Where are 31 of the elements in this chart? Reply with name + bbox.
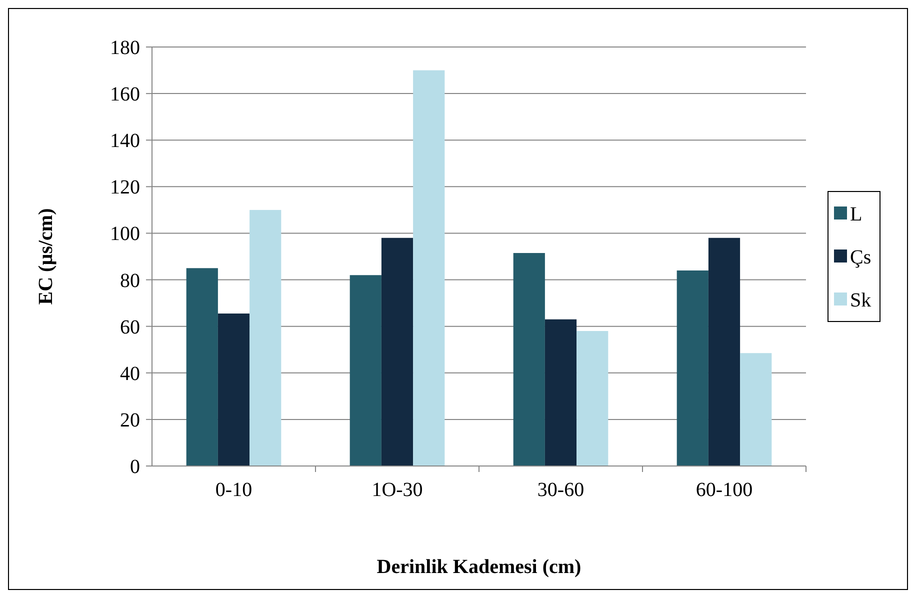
bar xyxy=(576,330,608,466)
y-tick-label: 100 xyxy=(110,223,140,246)
x-tick-label: 1O-30 xyxy=(372,479,423,501)
legend-label: L xyxy=(850,204,862,226)
y-tick-label: 40 xyxy=(120,362,140,385)
bar xyxy=(350,275,382,466)
x-tick-label: 0-10 xyxy=(215,479,252,501)
bar xyxy=(186,268,218,466)
x-tick-label: 60-100 xyxy=(696,479,753,501)
bar xyxy=(413,70,445,466)
x-axis-title: Derinlik Kademesi (cm) xyxy=(376,556,582,578)
y-tick-label: 140 xyxy=(110,130,140,152)
bar xyxy=(250,210,282,466)
y-tick-label: 120 xyxy=(110,176,140,199)
bar xyxy=(544,319,577,466)
y-tick-label: 180 xyxy=(110,37,140,59)
bar xyxy=(740,353,772,466)
y-tick-label: 80 xyxy=(120,270,140,292)
y-tick-label: 160 xyxy=(110,84,140,106)
y-tick-label: 0 xyxy=(130,456,140,478)
legend-label: Sk xyxy=(850,290,872,312)
bar xyxy=(381,238,414,466)
bar xyxy=(676,270,708,466)
bar xyxy=(708,238,740,466)
bar xyxy=(218,314,250,466)
y-tick-label: 20 xyxy=(120,409,140,432)
y-tick-label: 60 xyxy=(120,316,140,338)
x-tick-label: 30-60 xyxy=(537,479,584,501)
legend-label: Çs xyxy=(850,246,872,268)
bar xyxy=(513,253,545,466)
y-axis-title: EC (µs/cm) xyxy=(35,208,57,305)
